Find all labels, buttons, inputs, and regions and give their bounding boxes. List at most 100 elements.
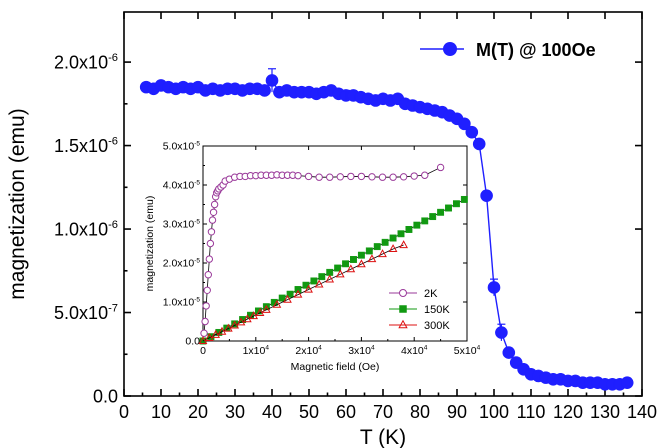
data-point <box>217 326 227 335</box>
y-tick-label-exponent: -5 <box>194 140 200 147</box>
data-point <box>436 163 445 172</box>
data-point <box>211 329 221 338</box>
data-point <box>310 277 318 285</box>
x-tick-label: 5x104 <box>454 345 481 357</box>
data-point <box>347 172 355 181</box>
data-point <box>357 251 365 259</box>
x-tick-label: 1x104 <box>243 345 270 357</box>
data-point <box>458 117 471 131</box>
x-tick-label: 70 <box>373 402 393 422</box>
inset-legend: 2K 150K 300K <box>389 288 450 332</box>
data-point <box>342 260 350 268</box>
data-point <box>294 286 302 293</box>
x-tick-label-mantissa: 4x10 <box>401 345 424 357</box>
data-point <box>215 328 223 336</box>
x-tick-label-mantissa: 3x10 <box>348 345 371 357</box>
y-tick-label-exponent: -6 <box>108 219 118 231</box>
data-point <box>304 172 313 181</box>
x-tick-label: 60 <box>336 402 356 422</box>
data-point <box>202 302 210 310</box>
y-tick-label-exponent: -5 <box>194 179 200 186</box>
data-point <box>261 304 271 313</box>
data-point <box>242 314 252 323</box>
data-point <box>410 172 418 180</box>
y-tick-label-mantissa: 1.0x10 <box>163 297 195 309</box>
x-tick-label: 80 <box>410 402 430 422</box>
x-tick-label: 0 <box>119 402 129 422</box>
y-tick-label-exponent: -5 <box>194 257 200 264</box>
data-point <box>480 189 493 202</box>
data-point <box>368 173 376 181</box>
data-point <box>378 173 387 181</box>
legend-marker <box>399 289 407 297</box>
data-point <box>210 200 219 209</box>
x-tick-label-exponent: 4 <box>265 345 269 352</box>
y-tick-label: 2.0x10-6 <box>54 52 118 73</box>
x-tick-label: 3x104 <box>348 345 375 357</box>
y-tick-label: 3.0x10-5 <box>163 218 201 230</box>
data-point <box>206 239 215 248</box>
data-point <box>421 171 429 179</box>
inset-plot: 0 1x104 2x104 3x104 4x104 5x1040.01.0x10-52.0… <box>144 140 481 373</box>
data-point <box>389 173 397 181</box>
data-point <box>336 173 344 181</box>
data-point <box>204 333 214 341</box>
data-point <box>272 299 282 308</box>
x-axis-title: Magnetic field (Oe) <box>291 361 380 373</box>
y-tick-label-mantissa: 1.5x10 <box>54 136 108 156</box>
x-tick-label: 2x104 <box>295 345 322 357</box>
y-tick-label-exponent: -6 <box>108 135 118 147</box>
y-tick-label: 5.0x10-7 <box>54 302 118 323</box>
main-plot: 0 10 20 30 40 50 60 70 80 90 100 110 120 130 1400.05.0… <box>6 11 657 448</box>
legend-label: 150K <box>424 304 450 316</box>
data-point <box>314 279 324 288</box>
y-tick-label: 5.0x10-5 <box>163 140 201 152</box>
x-tick-label-mantissa: 2x10 <box>295 345 318 357</box>
x-tick-label: 0 <box>200 345 206 357</box>
data-point <box>207 228 216 236</box>
data-point <box>304 284 313 293</box>
x-tick-label: 90 <box>447 402 467 422</box>
x-tick-label-mantissa: 5x10 <box>454 345 477 357</box>
data-point <box>465 125 479 139</box>
data-point <box>223 323 233 332</box>
data-point <box>204 271 212 279</box>
data-point <box>502 346 516 359</box>
x-tick-label: 4x104 <box>401 345 428 357</box>
data-point <box>258 84 271 97</box>
y-tick-label-mantissa: 5.0x10 <box>54 303 108 323</box>
data-point <box>346 264 356 273</box>
data-point <box>315 173 323 181</box>
legend-marker <box>443 42 457 56</box>
data-point <box>405 226 413 233</box>
y-tick-label-exponent: -6 <box>108 52 118 64</box>
data-point <box>357 172 366 181</box>
x-tick-label: 140 <box>627 402 657 422</box>
y-tick-label-exponent: -7 <box>108 302 118 314</box>
data-point <box>437 208 445 216</box>
x-tick-label-exponent: 4 <box>424 345 428 352</box>
y-tick-label-mantissa: 1.0x10 <box>54 219 108 239</box>
x-tick-label-exponent: 4 <box>477 345 481 352</box>
data-point <box>472 137 486 151</box>
y-tick-label: 0.0 <box>185 336 200 348</box>
legend-marker <box>399 305 407 313</box>
y-tick-label: 0.0 <box>93 386 118 406</box>
data-point <box>236 317 246 326</box>
y-axis-title: magnetization (emu) <box>6 108 29 299</box>
y-tick-label-mantissa: 2.0x10 <box>54 52 108 72</box>
data-point <box>388 244 398 253</box>
data-point <box>399 240 409 249</box>
y-tick-label-mantissa: 4.0x10 <box>163 180 195 192</box>
data-point <box>283 294 292 303</box>
data-point <box>350 256 357 263</box>
x-tick-label: 20 <box>188 402 208 422</box>
x-tick-label: 50 <box>299 402 319 422</box>
y-axis-title: magnetization (emu) <box>144 196 156 292</box>
data-point <box>413 221 421 229</box>
data-point <box>249 311 259 320</box>
y-tick-label: 4.0x10-5 <box>163 179 201 191</box>
data-point <box>302 281 310 289</box>
data-point <box>460 195 468 203</box>
